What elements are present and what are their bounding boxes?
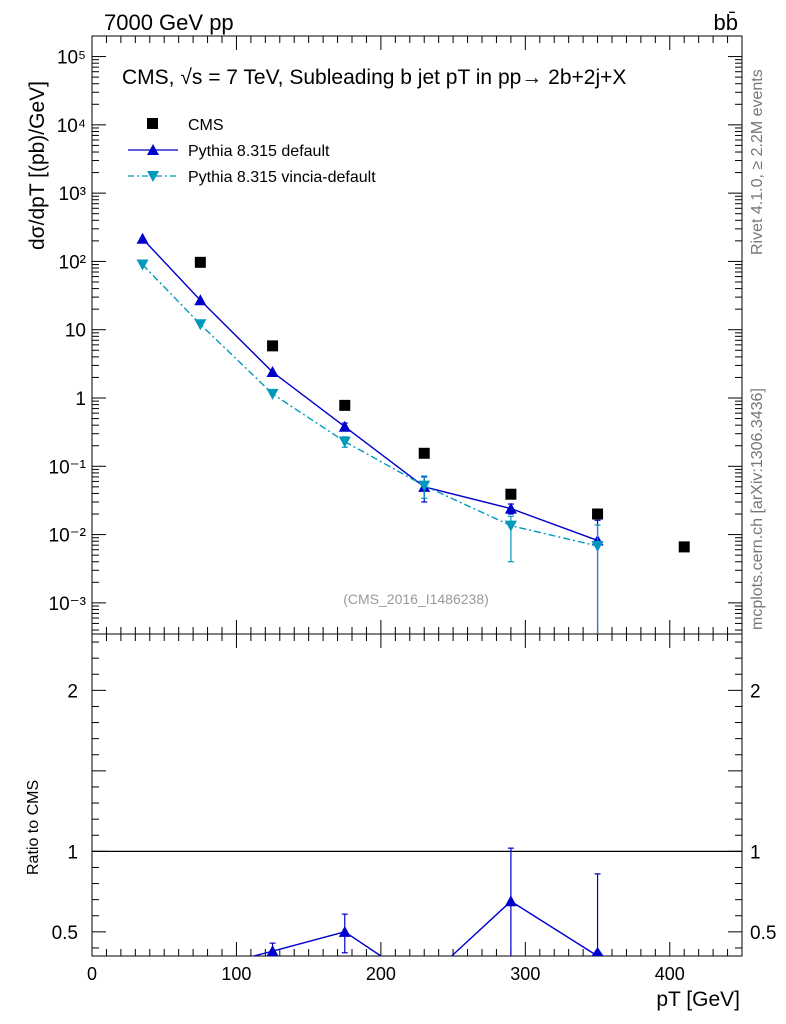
ratio-series-group (253, 847, 604, 957)
marker-pythia-default (266, 366, 279, 378)
mcplots-label: mcplots.cern.ch [arXiv:1306.3436] (749, 388, 766, 630)
y-tick-label: 10⁻¹ (49, 457, 87, 478)
main-y-axis-label: dσ/dpT [(pb)/GeV] (26, 81, 49, 250)
energy-label: 7000 GeV pp (104, 10, 234, 35)
marker-cms (678, 541, 690, 553)
ratio-y-tick-label-right: 2 (750, 681, 761, 702)
rivet-version-label: Rivet 4.1.0, ≥ 2.2M events (749, 69, 766, 255)
x-tick-label: 100 (221, 964, 251, 984)
ratio-line-segment (451, 900, 512, 957)
ratio-y-tick-label: 2 (67, 681, 78, 702)
marker-pythia-vincia (136, 259, 149, 271)
legend-marker-pythia-default (147, 144, 159, 155)
ratio-y-tick-label-right: 1 (750, 842, 761, 863)
legend-marker-pythia-vincia (147, 171, 159, 182)
marker-pythia-default (338, 420, 351, 432)
ratio-y-tick-label-right: 0.5 (750, 923, 776, 944)
main-series-group (136, 232, 690, 634)
legend-label-pythia-vincia: Pythia 8.315 vincia-default (188, 169, 376, 186)
x-tick-label: 300 (510, 964, 540, 984)
ratio-marker (266, 945, 279, 957)
process-label: bb̄ (714, 10, 738, 35)
marker-pythia-default (136, 232, 149, 244)
legend-marker-cms (147, 118, 158, 129)
marker-pythia-vincia (194, 319, 207, 331)
ratio-y-axis-label: Ratio to CMS (25, 780, 42, 875)
ratio-marker (338, 925, 351, 937)
ratio-marker (591, 947, 604, 956)
legend-label-pythia-default: Pythia 8.315 default (188, 143, 330, 160)
x-axis-label: pT [GeV] (656, 988, 740, 1011)
marker-pythia-vincia (504, 520, 517, 532)
ratio-y-tick-label: 1 (67, 842, 78, 863)
marker-pythia-default (194, 294, 207, 306)
marker-pythia-vincia (591, 541, 604, 553)
ratio-line-segment (272, 931, 345, 952)
ratio-line-segment (510, 900, 598, 957)
y-tick-label: 10⁴ (57, 116, 86, 137)
series-line-pythia-default (142, 238, 598, 542)
y-tick-label: 10³ (59, 184, 86, 205)
x-tick-label: 400 (655, 964, 685, 984)
y-tick-label: 10⁻² (49, 526, 87, 547)
marker-pythia-vincia (418, 480, 431, 492)
y-tick-label: 1 (75, 389, 86, 410)
ratio-line-segment (344, 931, 382, 957)
x-tick-label: 0 (87, 964, 97, 984)
marker-pythia-vincia (266, 388, 279, 400)
analysis-id: (CMS_2016_I1486238) (343, 591, 489, 607)
legend: CMS Pythia 8.315 default Pythia 8.315 vi… (128, 117, 376, 186)
ratio-panel-frame (91, 633, 743, 957)
y-tick-label: 10⁻³ (49, 594, 87, 615)
y-tick-label: 10² (59, 252, 86, 273)
marker-pythia-default (504, 502, 517, 514)
main-axis-ticks: 10⁻³ 10⁻² 10⁻¹ 1 10 10² 10³ 10⁴ 10⁵ (49, 35, 743, 634)
marker-pythia-vincia (338, 436, 351, 448)
series-line-pythia-vincia (142, 264, 598, 547)
marker-cms (339, 399, 351, 411)
marker-cms (505, 488, 517, 500)
marker-cms (267, 340, 279, 352)
x-tick-label: 200 (366, 964, 396, 984)
marker-cms (592, 508, 604, 520)
ratio-marker (504, 895, 517, 907)
ratio-y-tick-label: 0.5 (52, 923, 78, 944)
ratio-axis-ticks: 0 100 200 300 400 0.5 0.5 1 1 2 2 (52, 634, 776, 984)
y-tick-label: 10⁵ (57, 48, 86, 69)
plot-title: CMS, √s = 7 TeV, Subleading b jet pT in … (122, 66, 626, 89)
y-tick-label: 10 (65, 321, 86, 342)
marker-cms (418, 447, 430, 459)
marker-cms (194, 256, 206, 268)
legend-label-cms: CMS (188, 117, 224, 134)
